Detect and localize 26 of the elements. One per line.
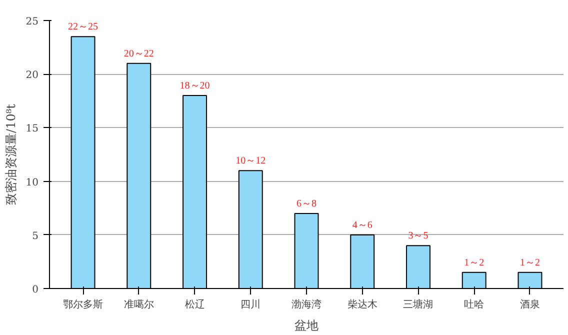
y-tick-label: 5 [32,230,39,242]
annotation: 10～12 [236,156,266,167]
annotation: 18～20 [180,80,210,92]
y-tick-label: 15 [26,124,39,135]
x-tick-label: 酒泉 [520,298,540,310]
annotation: 22～25 [68,22,98,33]
x-tick-label: 渤海湾 [292,298,322,310]
annotation: 3～5 [408,230,428,242]
x-tick-label: 准噶尔 [124,298,154,310]
y-tick-label: 25 [26,16,39,28]
annotation: 4～6 [352,220,372,231]
x-axis-title: 盆地 [294,318,318,332]
x-tick-label: 柴达木 [347,298,378,310]
y-tick-label: 20 [26,70,39,82]
x-tick-label: 松辽 [184,298,205,310]
x-tick-label: 吐哈 [464,298,484,310]
y-axis-title: 致密油资源量/10⁸t [4,104,18,205]
annotation: 1～2 [520,257,540,268]
y-tick-label: 0 [32,284,39,296]
annotation: 6～8 [296,198,316,210]
x-tick-label: 四川 [240,298,261,310]
annotation: 1～2 [464,257,484,268]
y-tick-label: 10 [26,177,39,188]
x-tick-label: 鄂尔多斯 [63,298,104,310]
annotation: 20～22 [124,48,154,60]
x-tick-label: 三塘湖 [403,298,434,310]
